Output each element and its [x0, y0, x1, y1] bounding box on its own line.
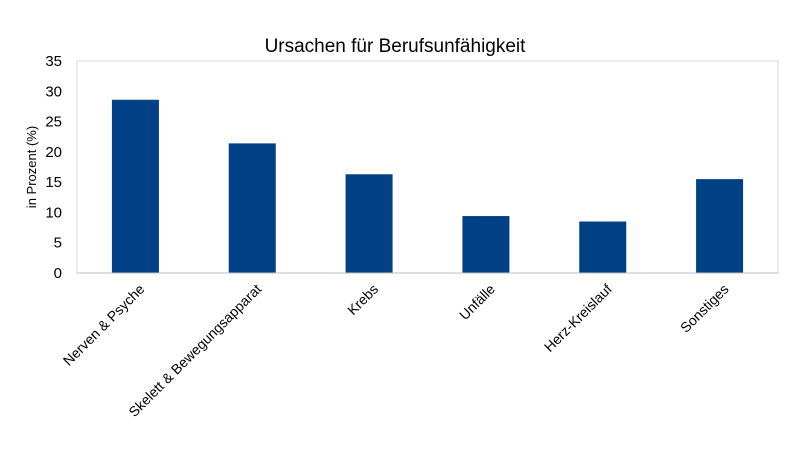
bar	[111, 99, 159, 273]
bar	[579, 221, 627, 273]
x-category-label: Krebs	[344, 281, 381, 318]
y-tick-label: 0	[54, 265, 62, 282]
bar	[345, 174, 393, 273]
y-tick-label: 20	[45, 144, 62, 161]
x-category-label: Skelett & Bewegungsapparat	[125, 281, 264, 420]
x-category-label: Herz-Kreislauf	[541, 281, 615, 355]
bar	[462, 216, 510, 273]
y-axis-ticks: 0 5 10 15 20 25 30 35	[45, 53, 62, 282]
chart-title: Ursachen für Berufsunfähigkeit	[265, 36, 527, 57]
x-category-label: Unfälle	[456, 281, 498, 323]
x-category-label: Sonstiges	[677, 281, 732, 336]
y-tick-label: 10	[45, 204, 62, 221]
bar	[696, 179, 744, 273]
plot-area-frame	[76, 60, 779, 274]
y-tick-label: 30	[45, 83, 62, 100]
y-axis-label: in Prozent (%)	[24, 126, 39, 208]
bar	[228, 143, 276, 273]
y-tick-label: 15	[45, 174, 62, 191]
y-tick-label: 25	[45, 114, 62, 131]
y-tick-label: 5	[54, 235, 62, 252]
y-tick-label: 35	[45, 53, 62, 70]
x-category-label: Nerven & Psyche	[60, 281, 148, 369]
bars	[111, 99, 744, 273]
